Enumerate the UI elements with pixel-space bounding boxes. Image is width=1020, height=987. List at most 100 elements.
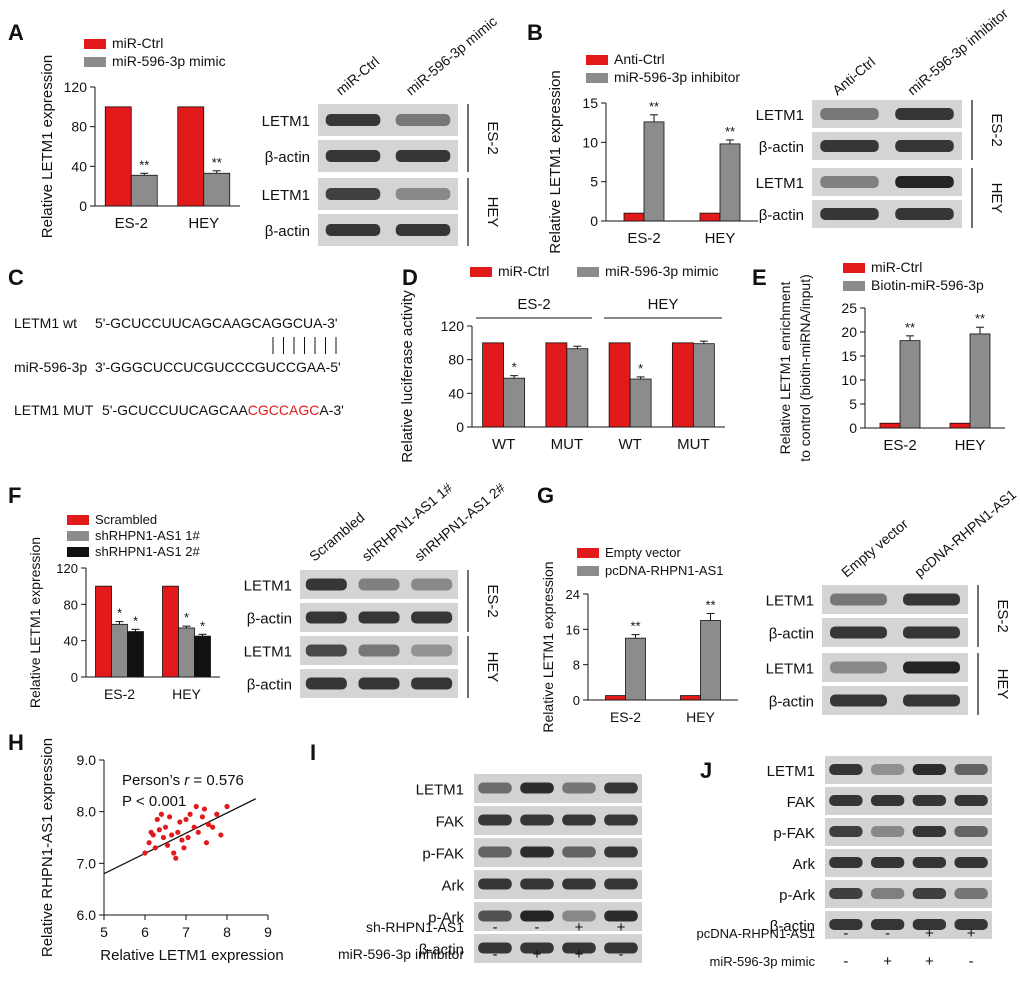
- panel-letter: F: [8, 483, 21, 508]
- blot-band: [912, 764, 947, 775]
- blot-row-label: β-actin: [419, 942, 464, 959]
- sequence-mutation: CGCCAGC: [248, 402, 320, 418]
- x-category-label: ES-2: [883, 437, 916, 454]
- bar-chart-A: miR-Ctrl miR-596-3p mimic 0 40 80 120 Relative…: [39, 35, 240, 238]
- stat-prefix: Person’s: [122, 772, 184, 789]
- blot-row-label: β-actin: [265, 223, 310, 240]
- bar: [608, 342, 631, 428]
- blot-band: [325, 188, 381, 200]
- y-tick-label: 9.0: [77, 752, 97, 768]
- bar-chart-B: Anti-Ctrl miR-596-3p inhibitor 0 5 10 15 Relat…: [547, 51, 758, 254]
- cell-line-label: HEY: [484, 652, 501, 683]
- legend-label: miR-Ctrl: [871, 259, 922, 275]
- blot-row-label: Ark: [442, 878, 465, 895]
- blot-band: [870, 764, 905, 775]
- data-point: [177, 819, 183, 825]
- data-point: [203, 840, 210, 846]
- blot-band: [912, 857, 947, 868]
- panel-letter: C: [8, 265, 24, 290]
- y-tick-label: 0: [849, 420, 857, 436]
- x-category-label: HEY: [188, 215, 219, 232]
- data-point: [167, 814, 173, 820]
- legend-label: Anti-Ctrl: [614, 51, 665, 67]
- data-point: [148, 829, 154, 835]
- blot-band: [520, 814, 554, 826]
- blot-row-label: β-actin: [247, 611, 292, 628]
- blot-band: [411, 611, 453, 624]
- data-point: [171, 850, 177, 856]
- blot-band: [829, 795, 863, 806]
- lane-label: shRHPN1-AS1 2#: [411, 479, 508, 564]
- data-point: [142, 850, 148, 856]
- blot-band: [912, 826, 947, 837]
- blot-row-label: LETM1: [262, 113, 310, 130]
- panel-B: B Anti-Ctrl miR-596-3p inhibitor 0 5 10 15 Rel…: [527, 5, 1011, 254]
- group-label: HEY: [648, 296, 679, 313]
- blot-band: [895, 208, 954, 220]
- bar: [482, 342, 505, 428]
- lane-label: miR-596-3p inhibitor: [904, 5, 1011, 99]
- blot-band: [305, 677, 347, 690]
- blot-band: [870, 888, 905, 899]
- sequence-label: LETM1 MUT: [14, 402, 94, 418]
- bar: [700, 620, 721, 701]
- data-point: [210, 824, 216, 830]
- lane-label: shRHPN1-AS1 1#: [359, 479, 456, 564]
- significance-label: *: [184, 610, 189, 625]
- y-tick-label: 80: [71, 119, 87, 135]
- bar: [177, 106, 205, 207]
- blot-band: [820, 108, 879, 120]
- western-blot-I: LETM1 FAK p-FAK Ark p-Ark β-actin sh-RHPN1-AS1…: [338, 774, 642, 963]
- y-tick-label: 25: [841, 300, 857, 316]
- blot-row-label: β-actin: [769, 694, 814, 711]
- condition-mark: -: [969, 953, 974, 970]
- bar: [545, 342, 568, 428]
- blot-band: [954, 919, 988, 930]
- blot-band: [954, 795, 988, 806]
- sequence: 5'-GCUCCUUCAGCAACGCCAGCA-3': [102, 402, 344, 418]
- blot-band: [562, 942, 596, 954]
- bar-chart-D: miR-Ctrl miR-596-3p mimic 0 40 80 120 Relative…: [399, 263, 725, 463]
- sequence-part: 5'-GCUCCUUCAGCAA: [102, 402, 248, 418]
- condition-mark: +: [883, 953, 892, 970]
- blot-band: [478, 846, 512, 858]
- panel-letter: J: [700, 758, 712, 783]
- blot-band: [870, 795, 905, 806]
- stat-r: r: [184, 772, 190, 789]
- blot-band: [395, 188, 451, 200]
- y-tick-label: 40: [448, 385, 464, 401]
- condition-mark: -: [619, 946, 624, 963]
- blot-row-label: p-Ark: [428, 910, 464, 927]
- blot-row-label: p-Ark: [779, 887, 815, 904]
- blot-band: [604, 782, 638, 794]
- scatter-plot-H: 6.0 7.0 8.0 9.0 5 6 7 8 9 Relative LETM1 expressi…: [39, 738, 284, 964]
- bar: [949, 422, 971, 429]
- cell-line-label: HEY: [484, 197, 501, 228]
- blot-band: [478, 942, 512, 954]
- significance-label: **: [725, 124, 735, 139]
- y-tick-label: 10: [582, 134, 598, 150]
- blot-band: [478, 782, 512, 794]
- x-tick-label: 6: [141, 924, 149, 940]
- blot-band: [830, 694, 887, 707]
- data-point: [195, 829, 201, 835]
- blot-band: [604, 878, 638, 890]
- blot-band: [562, 846, 596, 858]
- bar: [605, 695, 626, 701]
- legend-swatch: [577, 548, 599, 558]
- legend-swatch: [577, 566, 599, 576]
- bar-chart-E: miR-Ctrl Biotin-miR-596-3p 0 5 10 15 20 25 Relat…: [777, 259, 1005, 462]
- panel-C: C LETM1 wt 5'-GCUCCUUCAGCAAGCAGGCUA-3' miR…: [8, 265, 344, 418]
- condition-mark: -: [535, 919, 540, 936]
- regression-line: [103, 798, 256, 875]
- significance-label: *: [200, 618, 205, 633]
- data-point: [181, 845, 187, 851]
- condition-mark: +: [617, 919, 626, 936]
- significance-label: **: [905, 320, 915, 335]
- bar: [879, 422, 901, 429]
- condition-mark: +: [575, 946, 584, 963]
- blot-row-label: LETM1: [262, 187, 310, 204]
- legend-label: miR-596-3p mimic: [112, 53, 226, 69]
